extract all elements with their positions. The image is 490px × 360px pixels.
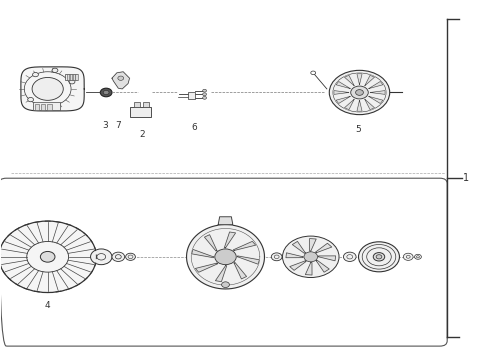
Circle shape — [373, 253, 385, 261]
Circle shape — [356, 90, 364, 95]
Polygon shape — [365, 75, 374, 86]
Circle shape — [125, 253, 135, 260]
Circle shape — [112, 252, 124, 261]
Circle shape — [329, 70, 390, 114]
Polygon shape — [316, 260, 329, 272]
Polygon shape — [238, 256, 259, 264]
Polygon shape — [336, 81, 350, 89]
Polygon shape — [192, 249, 213, 258]
Circle shape — [32, 72, 38, 77]
Bar — [65, 73, 77, 80]
Circle shape — [202, 93, 206, 96]
Text: 7: 7 — [116, 121, 121, 130]
Circle shape — [118, 76, 123, 80]
Circle shape — [359, 242, 399, 272]
Text: 3: 3 — [102, 121, 107, 130]
Circle shape — [271, 253, 282, 261]
Bar — [33, 103, 60, 111]
Polygon shape — [336, 96, 350, 103]
Text: 6: 6 — [191, 123, 196, 132]
Circle shape — [52, 68, 58, 72]
Bar — [75, 74, 78, 80]
Polygon shape — [290, 261, 306, 270]
Polygon shape — [305, 262, 312, 275]
Text: 1: 1 — [463, 173, 469, 183]
Polygon shape — [218, 217, 233, 225]
Circle shape — [304, 252, 318, 262]
Bar — [129, 108, 151, 117]
Polygon shape — [357, 74, 362, 85]
Polygon shape — [234, 262, 246, 279]
Bar — [188, 93, 196, 99]
Circle shape — [283, 236, 339, 278]
Bar — [143, 102, 148, 108]
Polygon shape — [334, 91, 349, 94]
Polygon shape — [365, 99, 374, 110]
Circle shape — [343, 252, 356, 261]
Bar — [134, 102, 140, 108]
Polygon shape — [21, 67, 84, 111]
Circle shape — [351, 86, 368, 99]
Text: 4: 4 — [45, 301, 50, 310]
Circle shape — [202, 96, 206, 99]
Polygon shape — [233, 241, 256, 251]
Polygon shape — [369, 96, 383, 103]
Polygon shape — [216, 266, 227, 282]
Polygon shape — [224, 232, 236, 248]
Polygon shape — [196, 263, 218, 272]
Polygon shape — [204, 235, 217, 251]
Polygon shape — [318, 256, 336, 261]
Circle shape — [35, 105, 41, 109]
Polygon shape — [344, 99, 354, 110]
Bar — [73, 74, 75, 80]
Circle shape — [0, 221, 97, 293]
Circle shape — [40, 251, 55, 262]
Bar — [67, 74, 69, 80]
Polygon shape — [316, 243, 332, 253]
Polygon shape — [369, 81, 383, 89]
Circle shape — [215, 249, 236, 265]
Polygon shape — [112, 72, 129, 89]
Circle shape — [415, 254, 421, 259]
Polygon shape — [370, 91, 385, 94]
Polygon shape — [344, 75, 354, 86]
Text: 2: 2 — [139, 130, 145, 139]
Bar — [47, 104, 51, 110]
Polygon shape — [286, 253, 303, 258]
Text: 5: 5 — [356, 125, 362, 134]
Circle shape — [103, 90, 109, 95]
Circle shape — [202, 89, 206, 92]
Circle shape — [91, 249, 112, 265]
Polygon shape — [310, 239, 316, 251]
Bar — [34, 104, 39, 110]
Circle shape — [69, 80, 75, 84]
Circle shape — [28, 98, 33, 102]
Polygon shape — [187, 225, 265, 289]
Bar — [70, 74, 72, 80]
Circle shape — [403, 253, 413, 260]
Polygon shape — [293, 242, 305, 253]
Bar — [41, 104, 45, 110]
Polygon shape — [357, 100, 362, 111]
Circle shape — [221, 282, 229, 288]
Circle shape — [32, 77, 63, 100]
Circle shape — [376, 255, 382, 259]
Circle shape — [100, 88, 112, 97]
